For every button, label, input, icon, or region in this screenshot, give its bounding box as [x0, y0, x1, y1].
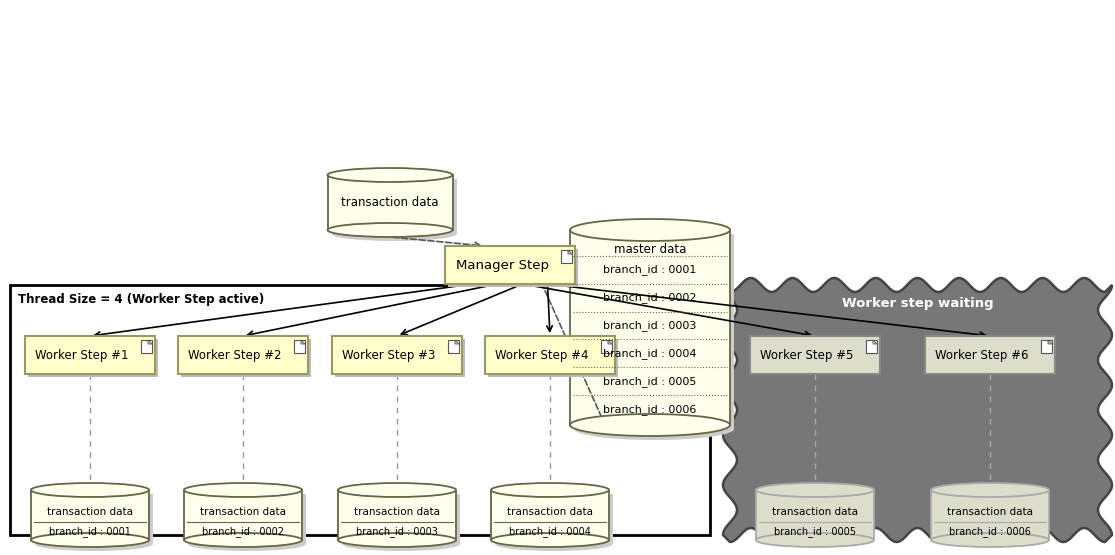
Ellipse shape	[491, 483, 609, 497]
Ellipse shape	[495, 537, 613, 551]
Ellipse shape	[342, 537, 460, 551]
Bar	[756, 490, 874, 540]
Ellipse shape	[328, 223, 453, 237]
Ellipse shape	[35, 537, 153, 551]
Text: Thread Size = 4 (Worker Step active): Thread Size = 4 (Worker Step active)	[18, 293, 264, 306]
Bar	[495, 494, 613, 544]
Text: branch_id : 0004: branch_id : 0004	[603, 348, 697, 359]
Bar	[188, 494, 306, 544]
FancyBboxPatch shape	[445, 246, 575, 284]
Text: Worker Step #1: Worker Step #1	[36, 349, 128, 361]
Ellipse shape	[570, 414, 730, 436]
Ellipse shape	[184, 533, 302, 547]
Text: branch_id : 0005: branch_id : 0005	[774, 526, 856, 537]
Ellipse shape	[931, 483, 1049, 497]
Ellipse shape	[188, 537, 306, 551]
Text: Worker Step #5: Worker Step #5	[760, 349, 854, 361]
Bar	[866, 340, 878, 353]
Text: branch_id : 0006: branch_id : 0006	[949, 526, 1031, 537]
Bar	[338, 490, 456, 540]
Text: transaction data: transaction data	[47, 507, 133, 517]
Ellipse shape	[931, 533, 1049, 547]
Bar	[328, 175, 453, 230]
FancyBboxPatch shape	[925, 336, 1055, 374]
Text: branch_id : 0005: branch_id : 0005	[603, 376, 697, 387]
Text: branch_id : 0003: branch_id : 0003	[356, 526, 438, 537]
Bar	[448, 340, 459, 353]
Text: Worker Step #4: Worker Step #4	[495, 349, 589, 361]
Ellipse shape	[574, 418, 734, 440]
Bar	[342, 494, 460, 544]
FancyBboxPatch shape	[485, 336, 615, 374]
Text: transaction data: transaction data	[507, 507, 593, 517]
Text: branch_id : 0002: branch_id : 0002	[202, 526, 284, 537]
Bar	[570, 230, 730, 425]
Ellipse shape	[756, 483, 874, 497]
Text: branch_id : 0004: branch_id : 0004	[510, 526, 591, 537]
Text: branch_id : 0002: branch_id : 0002	[603, 292, 697, 303]
Ellipse shape	[31, 533, 149, 547]
Polygon shape	[608, 340, 612, 344]
Polygon shape	[301, 340, 306, 344]
Bar	[181, 339, 311, 377]
Text: Worker Step #3: Worker Step #3	[342, 349, 436, 361]
FancyBboxPatch shape	[178, 336, 308, 374]
Polygon shape	[148, 340, 152, 344]
Bar	[491, 490, 609, 540]
FancyBboxPatch shape	[750, 336, 880, 374]
Bar	[574, 234, 734, 429]
Bar	[10, 285, 710, 535]
Text: Worker step waiting: Worker step waiting	[842, 296, 993, 310]
Text: branch_id : 0006: branch_id : 0006	[603, 403, 697, 415]
Ellipse shape	[338, 483, 456, 497]
Text: master data: master data	[614, 243, 686, 256]
Polygon shape	[723, 278, 1112, 542]
Bar	[561, 250, 572, 263]
Ellipse shape	[570, 219, 730, 241]
Text: transaction data: transaction data	[353, 507, 440, 517]
Text: branch_id : 0001: branch_id : 0001	[49, 526, 130, 537]
Bar	[334, 339, 465, 377]
Text: branch_id : 0001: branch_id : 0001	[603, 264, 697, 275]
Ellipse shape	[328, 168, 453, 182]
Bar	[448, 249, 578, 287]
Ellipse shape	[31, 483, 149, 497]
Text: branch_id : 0003: branch_id : 0003	[603, 320, 697, 331]
Bar	[931, 490, 1049, 540]
Polygon shape	[568, 250, 572, 254]
Text: transaction data: transaction data	[200, 507, 287, 517]
FancyBboxPatch shape	[25, 336, 155, 374]
Ellipse shape	[491, 533, 609, 547]
Bar	[294, 340, 306, 353]
Bar	[140, 340, 152, 353]
Text: Worker Step #2: Worker Step #2	[188, 349, 282, 361]
Text: transaction data: transaction data	[947, 507, 1032, 517]
Bar	[601, 340, 612, 353]
Polygon shape	[1048, 340, 1051, 344]
Bar	[488, 339, 618, 377]
Text: transaction data: transaction data	[772, 507, 859, 517]
Bar	[35, 494, 153, 544]
Bar	[331, 179, 456, 234]
Ellipse shape	[338, 533, 456, 547]
Bar	[1041, 340, 1051, 353]
Polygon shape	[873, 340, 878, 344]
Text: Worker Step #6: Worker Step #6	[935, 349, 1029, 361]
Text: transaction data: transaction data	[341, 196, 438, 209]
Text: Manager Step: Manager Step	[456, 259, 549, 271]
Bar	[28, 339, 158, 377]
Bar	[31, 490, 149, 540]
FancyBboxPatch shape	[332, 336, 462, 374]
Ellipse shape	[184, 483, 302, 497]
Bar	[184, 490, 302, 540]
Polygon shape	[455, 340, 459, 344]
Ellipse shape	[756, 533, 874, 547]
Ellipse shape	[331, 227, 456, 241]
